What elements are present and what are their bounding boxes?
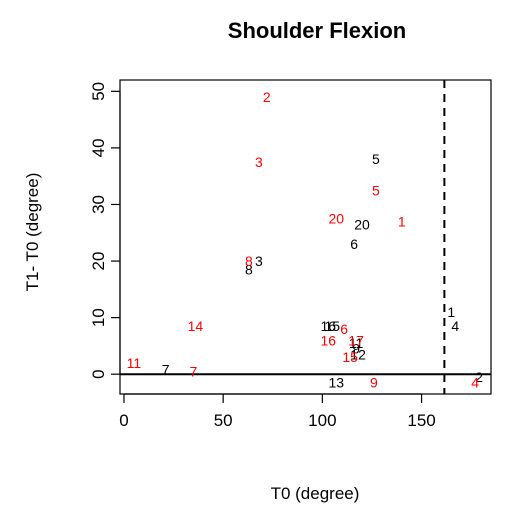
data-point-label: 15: [342, 349, 358, 365]
data-point-label: 9: [352, 341, 360, 357]
data-point-label: 14: [188, 318, 204, 334]
x-tick-label: 100: [308, 411, 336, 430]
data-point-label: 3: [255, 154, 263, 170]
plot-frame: [119, 79, 492, 395]
x-axis-label: T0 (degree): [271, 484, 360, 503]
y-tick-label: 50: [89, 82, 108, 101]
data-point-label: 6: [340, 321, 348, 337]
data-point-label: 20: [328, 211, 344, 227]
x-tick-label: 50: [214, 411, 233, 430]
reference-lines: [120, 80, 491, 394]
y-tick-label: 0: [89, 369, 108, 378]
data-point-label: 1: [398, 213, 406, 229]
data-point-label: 8: [245, 262, 253, 278]
chart-title: Shoulder Flexion: [228, 18, 406, 43]
data-point-label: 12: [350, 346, 366, 362]
data-point-label: 5: [372, 151, 380, 167]
data-point-label: 6: [350, 236, 358, 252]
data-point-label: 9: [370, 375, 378, 391]
data-point-label: 16: [321, 332, 337, 348]
y-tick-label: 20: [89, 252, 108, 271]
data-point-label: 16: [321, 318, 337, 334]
data-point-label: 4: [471, 375, 479, 391]
data-point-label: 2: [263, 89, 271, 105]
plot-area: [119, 79, 492, 395]
data-point-label: 11: [127, 355, 142, 371]
y-tick-label: 10: [89, 308, 108, 327]
data-point-label: 15: [324, 318, 340, 334]
data-point-label: 7: [162, 362, 170, 378]
data-point-label: 2: [475, 369, 483, 385]
data-point-label: 3: [255, 253, 263, 269]
x-axis: 0 50 100 150: [119, 393, 436, 430]
data-point-label: 1: [447, 304, 455, 320]
data-point-label: 11: [349, 335, 364, 351]
x-tick-label: 150: [407, 411, 435, 430]
data-point-label: 4: [451, 318, 459, 334]
y-tick-label: 30: [89, 195, 108, 214]
x-tick-label: 0: [119, 411, 128, 430]
y-axis: 0 10 20 30 40 50: [89, 82, 121, 379]
data-point-label: 8: [245, 253, 253, 269]
data-point-label: 13: [328, 375, 344, 391]
data-point-label: 20: [354, 216, 370, 232]
data-point-label: 5: [372, 182, 380, 198]
y-tick-label: 40: [89, 138, 108, 157]
data-point-label: 17: [348, 332, 364, 348]
y-axis-label: T1- T0 (degree): [23, 173, 42, 292]
data-point-label: 7: [190, 363, 198, 379]
